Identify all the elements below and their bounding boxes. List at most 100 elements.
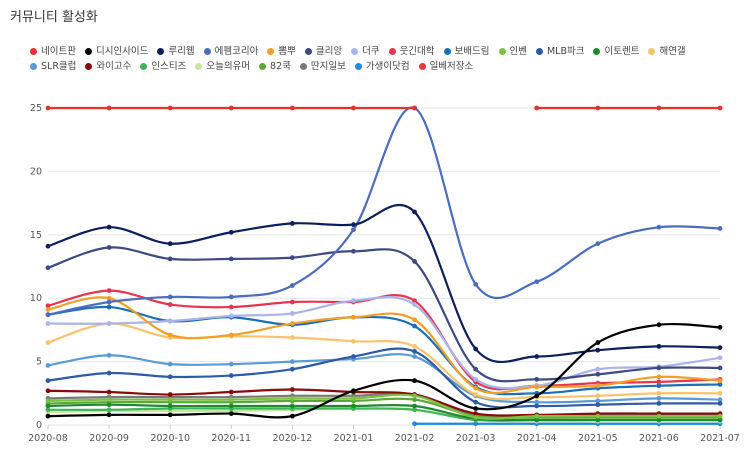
data-point [412, 421, 417, 427]
legend-item[interactable]: 루리웹 [157, 44, 195, 59]
legend-label: 오늘의유머 [206, 61, 251, 72]
data-point [656, 365, 662, 371]
data-point [351, 222, 356, 228]
legend-label: 가생이닷컴 [365, 61, 410, 72]
data-point [351, 338, 356, 344]
data-point [45, 303, 51, 309]
data-point [534, 413, 540, 419]
data-point [45, 340, 51, 345]
data-point [45, 363, 51, 368]
data-point [473, 406, 479, 411]
data-point [228, 294, 234, 300]
data-point [717, 226, 723, 231]
legend-item[interactable]: 해연갤 [648, 44, 686, 59]
x-tick-label: 2021-02 [395, 433, 435, 444]
data-point [289, 105, 295, 111]
data-point [656, 374, 662, 380]
legend-item[interactable]: 웃긴대학 [388, 44, 435, 59]
data-point [717, 390, 723, 396]
legend-item[interactable]: 뽐뿌 [267, 44, 296, 59]
legend-item[interactable]: MLB파크 [535, 44, 584, 59]
data-point [595, 413, 601, 419]
data-point [717, 397, 723, 403]
data-point [351, 105, 356, 111]
data-point [228, 403, 234, 409]
data-point [656, 395, 662, 401]
data-point [656, 322, 662, 328]
data-point [595, 371, 601, 377]
legend-marker [351, 48, 359, 55]
data-point [412, 209, 417, 215]
y-tick-label: 10 [30, 293, 42, 304]
legend-label: 인스티즈 [151, 61, 187, 72]
x-tick-label: 2020-11 [211, 433, 251, 444]
legend-item[interactable]: 에펨코리아 [203, 44, 258, 59]
legend-item[interactable]: 가생이닷컴 [354, 59, 410, 74]
legend-item[interactable]: 와이고수 [85, 59, 131, 74]
legend-item[interactable]: 인스티즈 [140, 59, 186, 74]
legend-item[interactable]: 클리앙 [304, 44, 342, 59]
y-tick-label: 25 [30, 103, 42, 114]
legend-item[interactable]: SLR클럽 [30, 59, 76, 74]
data-point [289, 220, 295, 226]
x-tick-label: 2021-06 [639, 433, 679, 444]
data-point [534, 376, 540, 382]
data-point [289, 283, 295, 288]
series-line [47, 403, 720, 422]
series-line [47, 388, 720, 417]
x-tick-label: 2020-08 [28, 433, 68, 444]
data-point [717, 378, 723, 384]
legend-label: 더쿠 [362, 46, 380, 57]
data-point [106, 397, 112, 403]
data-point [45, 378, 51, 384]
legend-item[interactable]: 일베저장소 [418, 59, 473, 74]
legend-item[interactable]: 오늘의유머 [195, 59, 250, 74]
data-point [534, 399, 540, 405]
data-point [351, 227, 356, 233]
data-point [412, 403, 417, 409]
data-point [412, 259, 417, 264]
series-더쿠 [45, 295, 723, 390]
legend-marker [30, 48, 37, 55]
data-point [106, 412, 112, 418]
data-point [167, 412, 173, 418]
legend-item[interactable]: 디시인사이드 [84, 44, 149, 59]
y-tick-label: 20 [30, 166, 42, 177]
data-point [228, 313, 234, 319]
data-point [106, 304, 112, 310]
legend-label: 웃긴대학 [399, 46, 435, 57]
data-point [412, 393, 417, 399]
data-point [595, 105, 601, 111]
data-point [412, 298, 417, 304]
legend-label: 디시인사이드 [95, 46, 149, 57]
data-point [473, 399, 479, 405]
data-point [106, 402, 112, 408]
data-point [351, 248, 356, 254]
data-point [351, 298, 356, 304]
legend-item[interactable]: 인벤 [498, 44, 527, 59]
data-point [106, 224, 112, 230]
series-line [47, 296, 721, 395]
data-point [717, 355, 723, 361]
data-point [534, 393, 540, 399]
legend-item[interactable]: 딴지일보 [299, 59, 346, 74]
legend-item[interactable]: 네이트판 [30, 44, 76, 59]
legend-item[interactable]: 더쿠 [351, 44, 380, 59]
data-point [167, 318, 173, 324]
data-point [595, 417, 601, 423]
legend-item[interactable]: 보배드림 [443, 44, 490, 59]
data-point [289, 366, 295, 372]
legend-item[interactable]: 82쿡 [259, 59, 291, 74]
legend-label: 딴지일보 [310, 61, 346, 72]
data-point [595, 383, 601, 389]
chart-title: 커뮤니티 활성화 [10, 10, 98, 25]
data-point [167, 256, 173, 262]
data-point [45, 413, 51, 419]
legend-item[interactable]: 이토렌트 [593, 44, 639, 59]
series-루리웹 [45, 204, 723, 364]
data-point [45, 243, 51, 249]
x-tick-label: 2020-10 [150, 433, 190, 444]
legend-marker [418, 63, 426, 70]
legend-marker [535, 48, 543, 55]
